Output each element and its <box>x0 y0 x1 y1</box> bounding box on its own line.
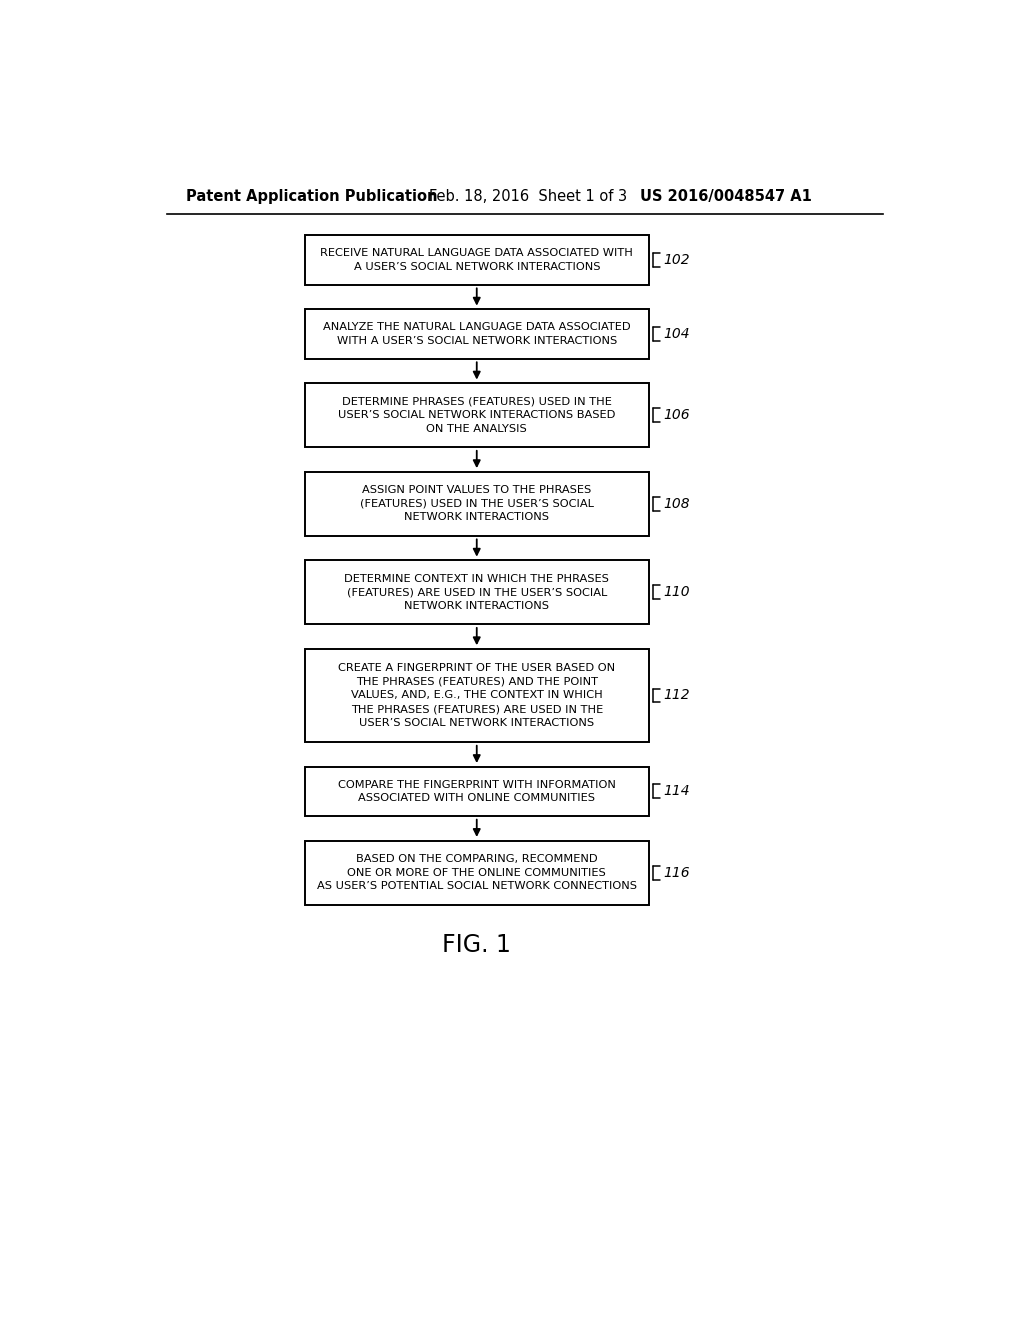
Text: COMPARE THE FINGERPRINT WITH INFORMATION
ASSOCIATED WITH ONLINE COMMUNITIES: COMPARE THE FINGERPRINT WITH INFORMATION… <box>338 780 615 803</box>
Text: 104: 104 <box>664 327 690 341</box>
Bar <box>305 383 649 447</box>
Text: 114: 114 <box>664 784 690 799</box>
Bar <box>305 841 649 904</box>
Text: ASSIGN POINT VALUES TO THE PHRASES
(FEATURES) USED IN THE USER’S SOCIAL
NETWORK : ASSIGN POINT VALUES TO THE PHRASES (FEAT… <box>359 486 594 523</box>
Bar <box>305 649 649 742</box>
Text: 108: 108 <box>664 496 690 511</box>
Text: 116: 116 <box>664 866 690 879</box>
Text: DETERMINE PHRASES (FEATURES) USED IN THE
USER’S SOCIAL NETWORK INTERACTIONS BASE: DETERMINE PHRASES (FEATURES) USED IN THE… <box>338 396 615 434</box>
Text: 106: 106 <box>664 408 690 422</box>
Bar <box>305 471 649 536</box>
Text: BASED ON THE COMPARING, RECOMMEND
ONE OR MORE OF THE ONLINE COMMUNITIES
AS USER’: BASED ON THE COMPARING, RECOMMEND ONE OR… <box>316 854 637 891</box>
Text: CREATE A FINGERPRINT OF THE USER BASED ON
THE PHRASES (FEATURES) AND THE POINT
V: CREATE A FINGERPRINT OF THE USER BASED O… <box>338 663 615 727</box>
Text: US 2016/0048547 A1: US 2016/0048547 A1 <box>640 189 811 205</box>
Bar <box>305 560 649 624</box>
Text: 112: 112 <box>664 689 690 702</box>
Text: RECEIVE NATURAL LANGUAGE DATA ASSOCIATED WITH
A USER’S SOCIAL NETWORK INTERACTIO: RECEIVE NATURAL LANGUAGE DATA ASSOCIATED… <box>321 248 633 272</box>
Text: 102: 102 <box>664 253 690 267</box>
Bar <box>305 767 649 816</box>
Bar <box>305 235 649 285</box>
Text: 110: 110 <box>664 585 690 599</box>
Bar <box>305 309 649 359</box>
Text: Feb. 18, 2016  Sheet 1 of 3: Feb. 18, 2016 Sheet 1 of 3 <box>429 189 627 205</box>
Text: ANALYZE THE NATURAL LANGUAGE DATA ASSOCIATED
WITH A USER’S SOCIAL NETWORK INTERA: ANALYZE THE NATURAL LANGUAGE DATA ASSOCI… <box>323 322 631 346</box>
Text: Patent Application Publication: Patent Application Publication <box>186 189 437 205</box>
Text: DETERMINE CONTEXT IN WHICH THE PHRASES
(FEATURES) ARE USED IN THE USER’S SOCIAL
: DETERMINE CONTEXT IN WHICH THE PHRASES (… <box>344 574 609 611</box>
Text: FIG. 1: FIG. 1 <box>442 932 511 957</box>
